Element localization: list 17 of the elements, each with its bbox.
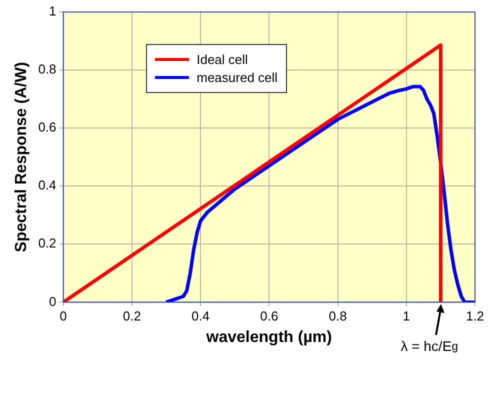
y-tick-label: 1 [49,4,56,19]
x-tick-label: 0.6 [260,308,278,324]
legend-label: Ideal cell [196,52,248,67]
y-tick-label: 0.6 [38,120,56,135]
y-axis-title: Spectral Response (A/W) [13,62,30,252]
y-tick-label: 0.4 [38,178,56,193]
y-tick-label: 0.8 [38,62,56,77]
x-tick-label: 1.2 [466,308,484,324]
x-tick-label: 0.4 [191,308,210,324]
y-tick-label: 0 [49,294,56,309]
y-tick-label: 0.2 [38,236,56,251]
x-tick-label: 0.8 [328,308,347,324]
x-tick-label: 0 [60,308,67,324]
legend-label: measured cell [196,70,278,85]
x-tick-label: 0.2 [122,308,141,324]
x-tick-label: 1 [402,308,410,324]
x-axis-title: wavelength (µm) [205,328,332,346]
